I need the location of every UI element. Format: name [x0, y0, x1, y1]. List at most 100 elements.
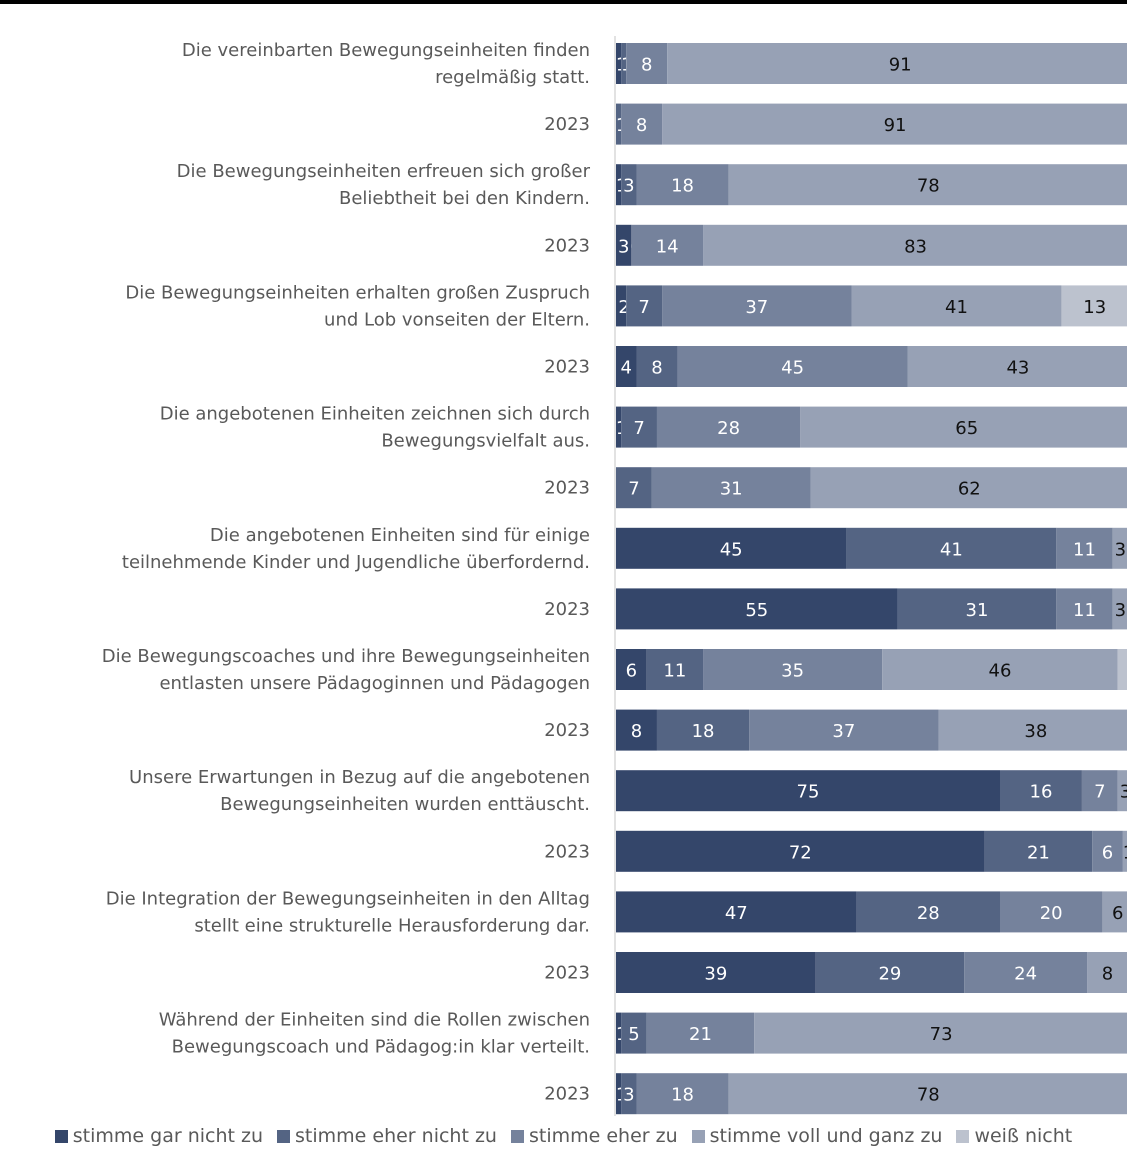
- bar-segment: [621, 406, 657, 448]
- bar-segment: [616, 891, 857, 933]
- data-label: 38: [1024, 721, 1047, 742]
- data-label: 41: [945, 297, 968, 318]
- bar-segment: [656, 406, 801, 448]
- bar-segment: [856, 891, 1000, 933]
- bar-segment: [616, 952, 816, 993]
- data-label: 8: [631, 721, 642, 742]
- legend-item: weiß nicht: [956, 1125, 1072, 1147]
- bar-segment: [636, 346, 678, 387]
- legend-label: stimme gar nicht zu: [72, 1125, 264, 1147]
- bar-segment: [1056, 588, 1113, 630]
- category-label: Die Integration der Bewegungseinheiten i…: [106, 888, 590, 936]
- bar-segment: [626, 285, 663, 327]
- category-label: 2023: [544, 599, 590, 620]
- bar-segment: [1000, 770, 1082, 812]
- legend-item: stimme eher zu: [510, 1125, 678, 1147]
- bar-segment: [667, 43, 1127, 84]
- data-label: 1: [1123, 842, 1127, 863]
- data-label: 55: [745, 600, 768, 621]
- bar-segment: [616, 224, 632, 266]
- top-rule: [0, 0, 1127, 4]
- data-label: 14: [656, 236, 679, 257]
- bar-segment: [621, 1012, 647, 1054]
- category-label: 2023: [544, 114, 590, 135]
- data-label: 35: [781, 661, 804, 682]
- category-label: 2023: [544, 963, 590, 984]
- bar-segment: [616, 346, 637, 387]
- legend-swatch: [956, 1129, 970, 1143]
- bar-segment: [882, 649, 1118, 690]
- data-label: 46: [989, 661, 1012, 682]
- bar-segment: [897, 588, 1057, 630]
- bar-segment: [616, 164, 622, 206]
- data-label: 2: [618, 297, 629, 318]
- data-label: 7: [633, 418, 644, 439]
- bar-segment: [703, 224, 1127, 266]
- bar-segment: [1081, 770, 1118, 812]
- category-label: 2023: [544, 235, 590, 256]
- data-label: 13: [1083, 297, 1106, 318]
- legend-item: stimme gar nicht zu: [54, 1125, 264, 1147]
- category-label: 2023: [544, 1084, 590, 1105]
- bar-segment: [616, 527, 847, 569]
- bar-segment: [646, 649, 704, 690]
- bar-segment: [616, 649, 647, 690]
- bar-segment: [907, 346, 1127, 387]
- legend-label: stimme eher zu: [528, 1125, 678, 1147]
- data-label: 6: [1102, 842, 1113, 863]
- bar-segment: [626, 43, 668, 84]
- data-label: 20: [1040, 903, 1063, 924]
- data-label: 3: [1120, 782, 1127, 803]
- bar-segment: [1122, 830, 1127, 872]
- bar-segment: [810, 467, 1127, 509]
- data-label: 31: [966, 600, 989, 621]
- data-label: 75: [797, 782, 820, 803]
- stacked-bar-chart: Die vereinbarten Bewegungseinheiten find…: [102, 36, 1127, 1116]
- data-label: 11: [1073, 539, 1096, 560]
- bar-segment: [662, 103, 1127, 145]
- bar-segment: [616, 588, 898, 630]
- category-label: Während der Einheiten sind die Rollen zw…: [159, 1010, 590, 1058]
- data-label: 6: [1112, 903, 1123, 924]
- data-label: 5: [628, 1024, 639, 1045]
- data-label: 11: [663, 661, 686, 682]
- bar-segment: [938, 709, 1127, 751]
- legend-label: stimme eher nicht zu: [295, 1125, 497, 1147]
- category-label: 2023: [544, 357, 590, 378]
- data-label: 41: [940, 539, 963, 560]
- data-label: 8: [651, 358, 662, 379]
- data-label: 28: [717, 418, 740, 439]
- data-label: 31: [720, 479, 743, 500]
- bar-segment: [621, 103, 663, 145]
- data-label: 45: [781, 358, 804, 379]
- data-label: 18: [671, 1085, 694, 1106]
- bar-segment: [616, 1073, 622, 1115]
- bar-segment: [636, 1073, 729, 1115]
- bar-segment: [1056, 527, 1113, 569]
- bar-segment: [616, 1012, 622, 1054]
- bar-segment: [703, 649, 883, 690]
- data-label: 3: [1115, 539, 1126, 560]
- bar-segment: [616, 709, 657, 751]
- bar-segment: [815, 952, 965, 993]
- bar-segment: [616, 43, 622, 84]
- data-label: 21: [689, 1024, 712, 1045]
- data-label: 65: [955, 418, 978, 439]
- bar-segment: [754, 1012, 1127, 1054]
- data-label: 39: [704, 964, 727, 985]
- data-label: 16: [1030, 782, 1053, 803]
- bar-segment: [1061, 285, 1127, 327]
- bar-segment: [662, 285, 852, 327]
- bar-segment: [964, 952, 1088, 993]
- bar-segment: [616, 285, 627, 327]
- bar-segment: [800, 406, 1127, 448]
- data-label: 83: [904, 236, 927, 257]
- bar-segment: [616, 770, 1000, 812]
- data-label: 21: [1027, 842, 1050, 863]
- data-label: 3: [1115, 600, 1126, 621]
- data-label: 7: [1094, 782, 1105, 803]
- data-label: 3: [623, 1085, 634, 1106]
- category-label: Die Bewegungseinheiten erhalten großen Z…: [125, 282, 590, 330]
- data-label: 91: [889, 55, 912, 76]
- bar-segment: [1000, 891, 1103, 933]
